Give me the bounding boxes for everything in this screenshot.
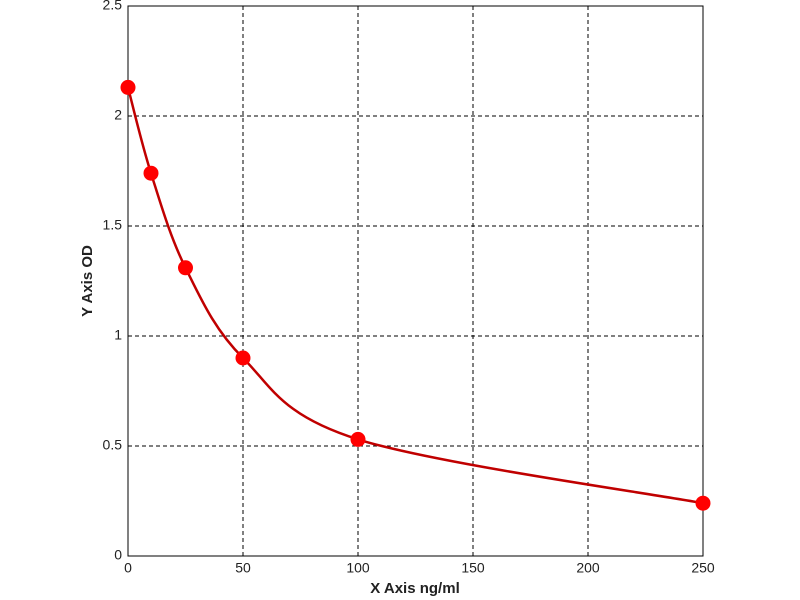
x-tick-label: 100	[346, 560, 370, 576]
data-point	[350, 431, 366, 447]
data-point	[695, 495, 711, 511]
data-point	[235, 350, 251, 366]
x-tick-label: 50	[235, 560, 251, 576]
data-point	[178, 260, 193, 276]
data-point	[120, 79, 136, 95]
y-tick-label: 1.5	[103, 217, 123, 233]
y-axis-title: Y Axis OD	[79, 245, 96, 317]
x-tick-label: 0	[124, 560, 132, 576]
y-tick-label: 0.5	[103, 437, 123, 453]
x-tick-label: 150	[461, 560, 485, 576]
data-point	[143, 165, 159, 181]
y-tick-label: 0	[114, 547, 122, 563]
y-tick-label: 2.5	[103, 0, 123, 13]
x-tick-label: 250	[691, 560, 715, 576]
y-tick-label: 2	[114, 107, 122, 123]
x-axis-title: X Axis ng/ml	[370, 580, 459, 597]
plot-frame	[127, 5, 704, 557]
y-tick-label: 1	[114, 327, 122, 343]
x-tick-label: 200	[576, 560, 600, 576]
